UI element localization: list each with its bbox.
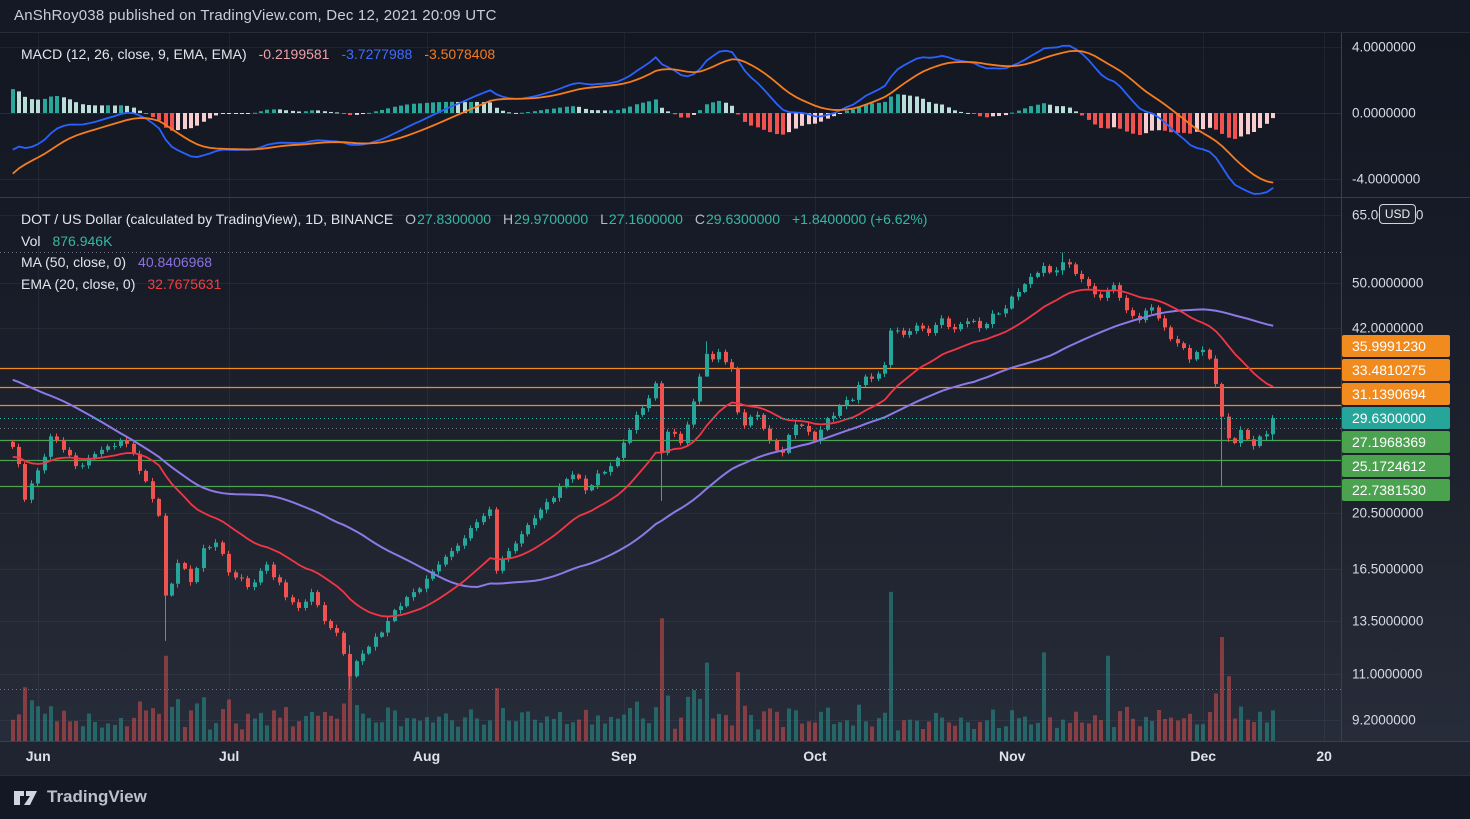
publish-info-text: AnShRoy038 published on TradingView.com,… [14, 7, 497, 24]
pane-divider[interactable] [0, 197, 1470, 198]
bottom-brand-bar: TradingView [0, 776, 1470, 819]
time-axis[interactable] [0, 741, 1470, 776]
volume-legend: Vol 876.946K [21, 233, 112, 249]
macd-pane-canvas[interactable] [0, 33, 1341, 197]
macd-legend: MACD (12, 26, close, 9, EMA, EMA) -0.219… [21, 46, 495, 62]
ma-value: 40.8406968 [138, 254, 213, 270]
publish-info-bar: AnShRoy038 published on TradingView.com,… [0, 0, 1470, 33]
tradingview-logo-icon [14, 790, 37, 805]
tradingview-brand-link[interactable]: TradingView [14, 787, 147, 807]
macd-hist-value: -0.2199581 [258, 46, 330, 62]
price-axis-scale[interactable] [1341, 33, 1470, 741]
ohlc-high: H 29.9700000 [503, 211, 589, 227]
macd-signal-value: -3.5078408 [424, 46, 496, 62]
symbol-title: DOT / US Dollar (calculated by TradingVi… [21, 211, 394, 227]
ema-label: EMA (20, close, 0) [21, 276, 136, 292]
ohlc-open: O 27.8300000 [405, 211, 492, 227]
symbol-legend: DOT / US Dollar (calculated by TradingVi… [21, 211, 927, 227]
ohlc-close: C 29.6300000 [694, 211, 780, 227]
price-pane-canvas[interactable] [0, 197, 1341, 741]
currency-toggle-button[interactable]: USD [1379, 204, 1416, 224]
tradingview-brand-text: TradingView [47, 787, 147, 806]
price-axis-border [1341, 33, 1342, 776]
ma-legend: MA (50, close, 0) 40.8406968 [21, 254, 212, 270]
macd-legend-title: MACD (12, 26, close, 9, EMA, EMA) [21, 46, 247, 62]
ma-label: MA (50, close, 0) [21, 254, 127, 270]
volume-value: 876.946K [52, 233, 113, 249]
volume-label: Vol [21, 233, 41, 249]
ohlc-low: L 27.1600000 [600, 211, 683, 227]
macd-line-value: -3.7277988 [341, 46, 413, 62]
ema-value: 32.7675631 [147, 276, 222, 292]
change-value: +1.8400000 (+6.62%) [791, 211, 928, 227]
ema-legend: EMA (20, close, 0) 32.7675631 [21, 276, 221, 292]
